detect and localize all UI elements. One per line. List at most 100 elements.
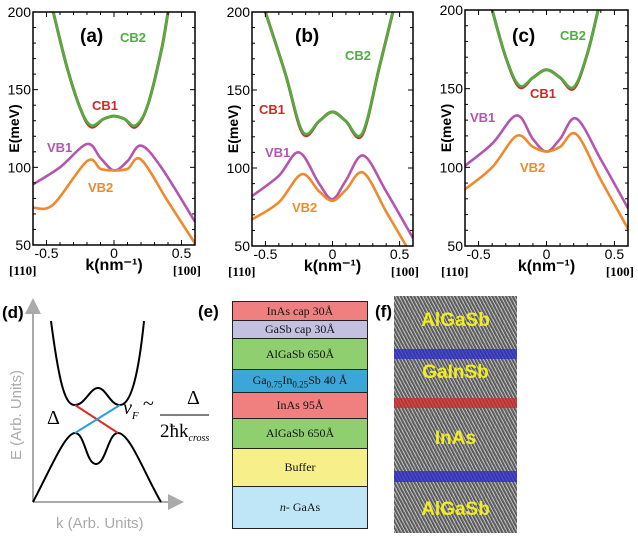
direction-right-label: [100]: [391, 264, 419, 279]
y-tick-label: 150: [227, 82, 251, 98]
series-CB2: [490, 10, 600, 90]
y-tick-label: 200: [440, 2, 464, 18]
y-tick-label: 50: [15, 237, 31, 253]
direction-right-label: [100]: [173, 263, 201, 278]
series-CB2: [51, 12, 170, 128]
layer: Ga0.75In0.25Sb 40 Å: [232, 370, 368, 393]
series-CB1: [490, 10, 600, 91]
series-VB1: [252, 151, 413, 239]
layer: GaSb cap 30Å: [232, 321, 368, 339]
tem-label: AlGaSb: [421, 310, 490, 331]
series-VB1: [465, 114, 628, 209]
y-axis-label: E(meV): [438, 104, 454, 152]
band-plot-b: 50 100 150 200 -0.5 0 0.5 k(nm⁻¹) E(meV) [110] [10…: [225, 4, 419, 279]
conduction-band-curve: [50, 320, 145, 407]
layer: Buffer: [232, 449, 368, 487]
x-tick-label: -0.5: [253, 246, 277, 262]
x-tick-label: 0: [543, 246, 551, 262]
tem-label: InAs: [434, 428, 477, 449]
series-VB2: [33, 157, 195, 245]
series-VB1: [33, 142, 195, 223]
layer-label: InAs cap 30Å: [266, 303, 334, 318]
layer-label: GaSb cap 30Å: [265, 322, 335, 336]
x-axis-label: k(nm⁻¹): [518, 258, 575, 275]
layer-label: n- GaAs: [279, 500, 321, 514]
x-tick-label: 0: [110, 245, 118, 261]
band-plot-a: 50 100 150 200 -0.5 0 0.5 k(nm⁻¹) E(meV) [110] [10…: [6, 4, 201, 278]
series-label-CB2: CB2: [120, 30, 146, 45]
plot-frame: [32, 11, 196, 246]
tem-label: AlGaSb: [421, 499, 490, 520]
band-structure-plots: 50 100 150 200 -0.5 0 0.5 k(nm⁻¹) E(meV) [110] [10…: [6, 2, 634, 279]
band-plot-c: 50 100 150 200 -0.5 0 0.5 k(nm⁻¹) E(meV) [110] [10…: [438, 2, 634, 279]
layer-label: InAs 95Å: [276, 398, 324, 412]
series-CB2: [264, 12, 395, 138]
layer: InAs cap 30Å: [232, 301, 368, 321]
layer: InAs 95Å: [232, 393, 368, 419]
x-tick-label: -0.5: [34, 245, 58, 261]
edge-state-blue: [74, 404, 121, 434]
direction-left-label: [110]: [228, 264, 255, 279]
series-label-VB2: VB2: [88, 180, 113, 195]
panel-d-xlabel: k (Arb. Units): [56, 515, 144, 532]
valence-band-curve: [32, 431, 162, 503]
y-tick-label: 200: [8, 4, 32, 20]
panel-f-label: (f): [375, 302, 392, 321]
x-tick-label: -0.5: [467, 246, 491, 262]
layer: AlGaSb 650Å: [232, 419, 368, 449]
gap-symbol: Δ: [47, 407, 60, 429]
x-tick-label: 0.5: [605, 246, 625, 262]
series-label-VB2: VB2: [292, 200, 317, 215]
plot-frame: [464, 9, 629, 247]
y-axis-label: E(meV): [6, 104, 22, 152]
series-label-VB2: VB2: [520, 160, 545, 175]
x-axis-label: k(nm⁻¹): [85, 257, 142, 274]
series-label-VB1: VB1: [265, 145, 290, 160]
layer: n- GaAs: [232, 487, 368, 529]
y-tick-label: 100: [440, 159, 464, 175]
y-tick-label: 50: [234, 238, 250, 254]
direction-left-label: [110]: [9, 263, 36, 278]
formula-denominator: 2ħkcross: [160, 421, 209, 444]
panel-label: (c): [512, 26, 535, 47]
edge-state-red: [74, 404, 119, 434]
y-axis-label: E(meV): [225, 105, 241, 153]
formula-sim: ~: [143, 393, 154, 415]
layer-label: AlGaSb 650Å: [265, 426, 335, 440]
series-label-VB1: VB1: [470, 110, 495, 125]
formula-vf: vF: [123, 397, 139, 422]
y-tick-label: 200: [227, 4, 251, 20]
panel-label: (b): [295, 26, 319, 47]
layer-label: Ga0.75In0.25Sb 40 Å: [252, 372, 348, 390]
formula-numerator: Δ: [187, 387, 200, 409]
y-tick-label: 50: [447, 238, 463, 254]
series-label-VB1: VB1: [47, 140, 72, 155]
series-label-CB1: CB1: [92, 98, 118, 113]
x-tick-label: 0.5: [390, 246, 410, 262]
direction-right-label: [100]: [606, 264, 634, 279]
tem-label: GaInSb: [422, 362, 489, 383]
series-VB2: [465, 131, 628, 230]
series-label-CB1: CB1: [530, 86, 556, 101]
x-axis-label: k(nm⁻¹): [304, 258, 361, 275]
x-tick-label: 0: [329, 246, 337, 262]
panel-d-ylabel: E (Arb. Units): [8, 370, 25, 460]
layer-label: Buffer: [284, 460, 316, 474]
series-VB2: [252, 170, 408, 246]
x-tick-label: 0.5: [172, 245, 192, 261]
series-label-CB2: CB2: [345, 48, 371, 63]
y-tick-label: 150: [440, 81, 464, 97]
series-label-CB2: CB2: [560, 28, 586, 43]
series-label-CB1: CB1: [259, 102, 285, 117]
panel-e-label: (e): [198, 302, 219, 321]
panel-label: (a): [80, 26, 103, 47]
layer: AlGaSb 650Å: [232, 339, 368, 370]
panel-d-label: (d): [2, 303, 24, 322]
interface-band-blue: [394, 349, 517, 359]
y-tick-label: 100: [227, 160, 251, 176]
tem-image: AlGaSb GaInSb InAs AlGaSb: [394, 296, 517, 533]
y-tick-label: 150: [8, 82, 32, 98]
interface-band-blue: [394, 471, 517, 482]
interface-band-red: [394, 398, 517, 408]
y-tick-label: 100: [8, 159, 32, 175]
